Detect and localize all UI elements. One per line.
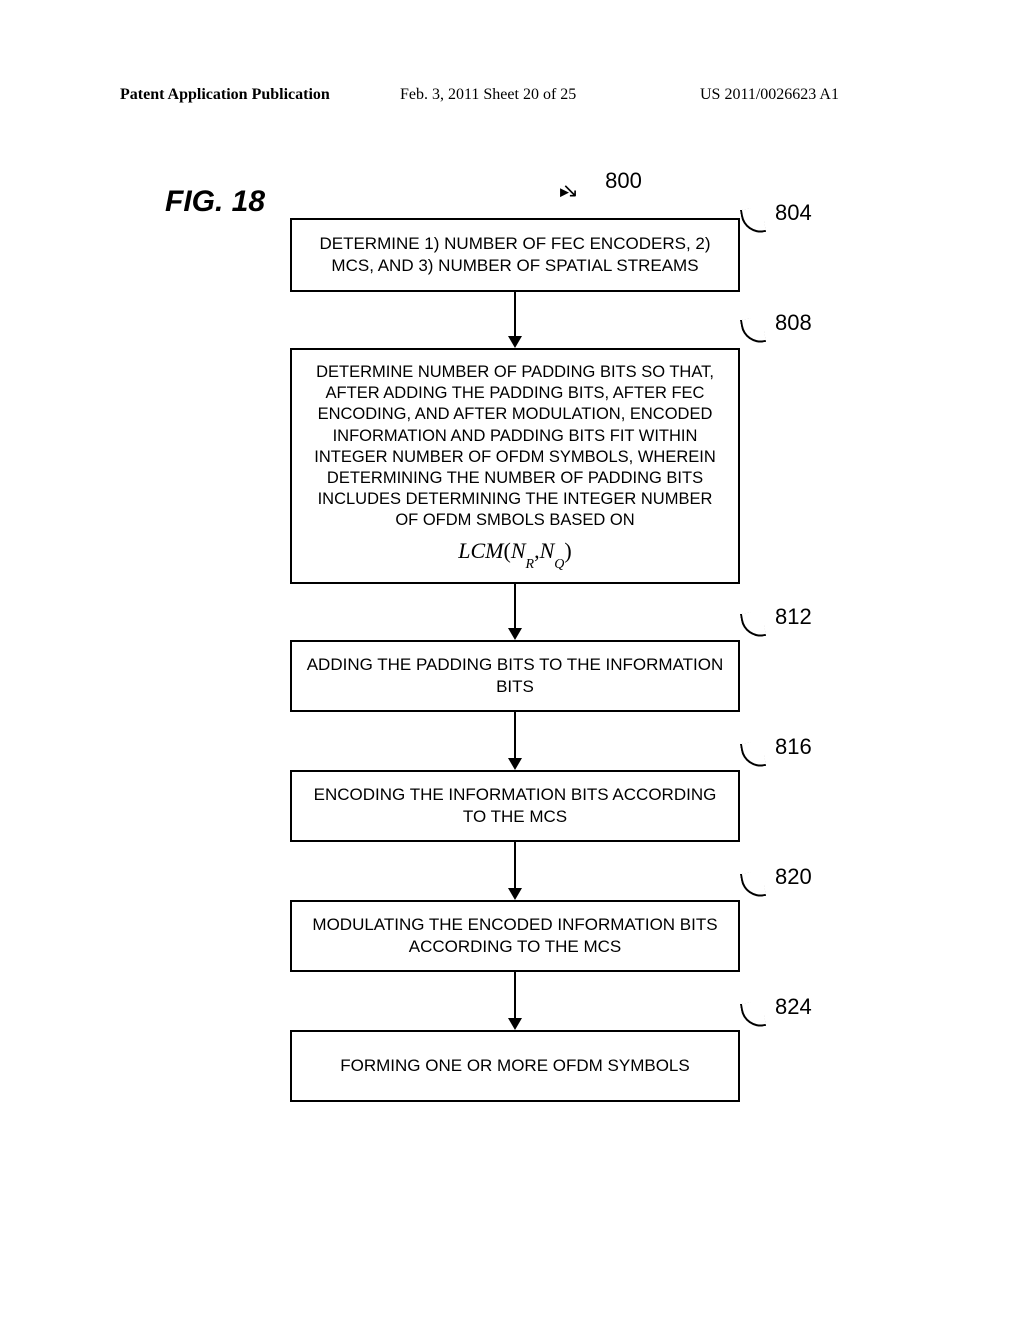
arrow-808-812 [514, 584, 516, 628]
step-text-804: DETERMINE 1) NUMBER OF FEC ENCODERS, 2) … [306, 233, 724, 277]
ref-lead-808 [740, 316, 766, 345]
ref-num-808: 808 [775, 310, 812, 336]
ref-lead-804 [740, 206, 766, 235]
step-box-816: ENCODING THE INFORMATION BITS ACCORDING … [290, 770, 740, 842]
flow-ref-800: ↙ ▸ 800 [590, 168, 642, 194]
step-box-824: FORMING ONE OR MORE OFDM SYMBOLS [290, 1030, 740, 1102]
arrow-head-820-824 [508, 1018, 522, 1030]
ref-lead-816 [740, 740, 766, 769]
ref-num-804: 804 [775, 200, 812, 226]
formula-lcm: LCM(NR,NQ) [458, 537, 571, 570]
figure-title: FIG. 18 [165, 185, 265, 219]
ref-num-816: 816 [775, 734, 812, 760]
arrow-812-816 [514, 712, 516, 758]
step-box-808: DETERMINE NUMBER OF PADDING BITS SO THAT… [290, 348, 740, 584]
arrow-head-816-820 [508, 888, 522, 900]
ref-lead-812 [740, 610, 766, 639]
header-left: Patent Application Publication [120, 86, 330, 104]
step-text-820: MODULATING THE ENCODED INFORMATION BITS … [306, 914, 724, 958]
step-text-812: ADDING THE PADDING BITS TO THE INFORMATI… [306, 654, 724, 698]
step-box-804: DETERMINE 1) NUMBER OF FEC ENCODERS, 2) … [290, 218, 740, 292]
ref-num-824: 824 [775, 994, 812, 1020]
ref-lead-820 [740, 870, 766, 899]
step-text-808: DETERMINE NUMBER OF PADDING BITS SO THAT… [314, 362, 716, 531]
flow-ref-label: 800 [605, 168, 642, 193]
page: Patent Application Publication Feb. 3, 2… [0, 0, 1024, 1320]
arrow-804-808 [514, 292, 516, 336]
step-text-816: ENCODING THE INFORMATION BITS ACCORDING … [306, 784, 724, 828]
ref-lead-824 [740, 1000, 766, 1029]
ref-num-820: 820 [775, 864, 812, 890]
arrow-head-808-812 [508, 628, 522, 640]
step-box-820: MODULATING THE ENCODED INFORMATION BITS … [290, 900, 740, 972]
header-right: US 2011/0026623 A1 [700, 86, 839, 104]
ref-num-812: 812 [775, 604, 812, 630]
arrow-820-824 [514, 972, 516, 1018]
arrow-head-812-816 [508, 758, 522, 770]
arrow-816-820 [514, 842, 516, 888]
step-box-812: ADDING THE PADDING BITS TO THE INFORMATI… [290, 640, 740, 712]
header-mid: Feb. 3, 2011 Sheet 20 of 25 [400, 86, 576, 104]
step-text-824: FORMING ONE OR MORE OFDM SYMBOLS [340, 1055, 689, 1077]
arrow-head-804-808 [508, 336, 522, 348]
